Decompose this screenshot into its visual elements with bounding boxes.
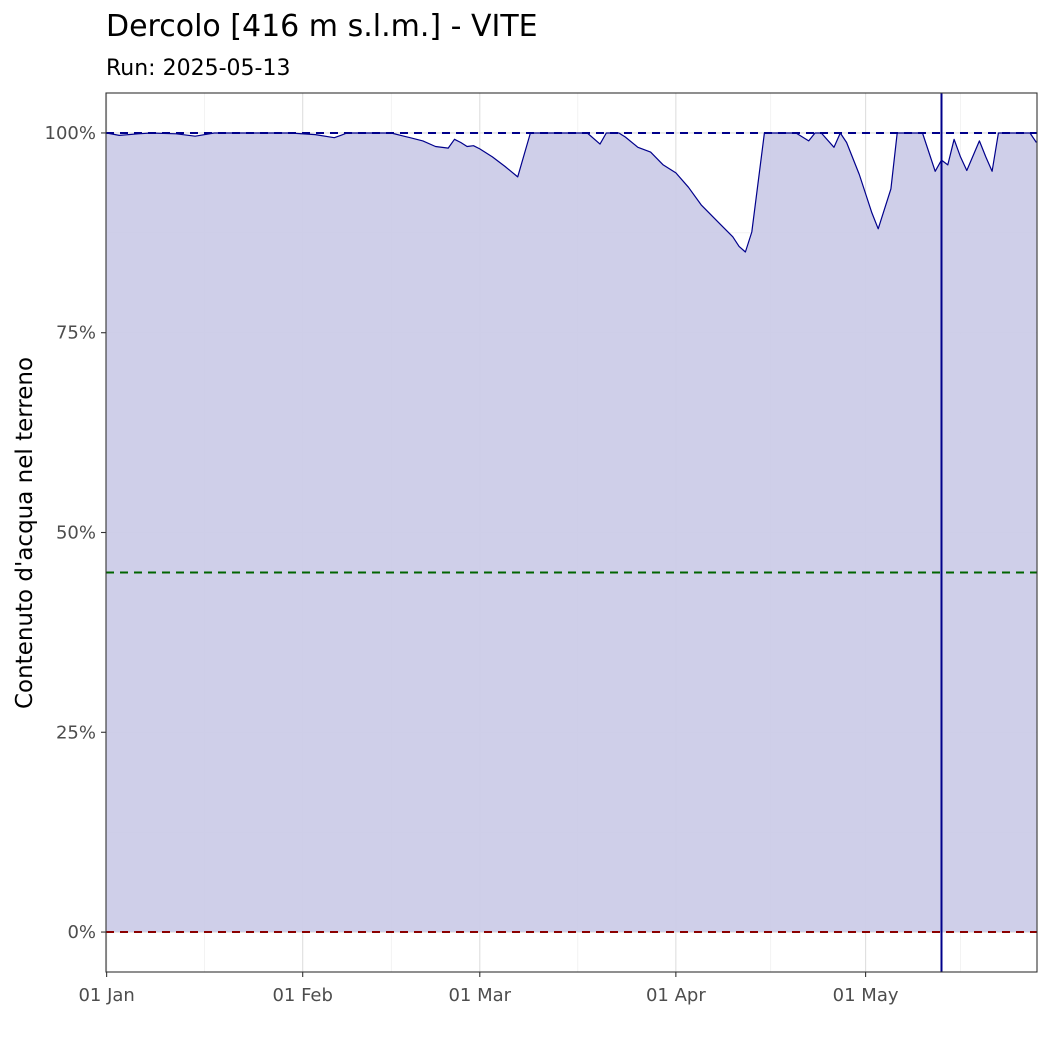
x-tick-label: 01 Feb: [272, 985, 333, 1006]
y-axis: 0% 25% 50% 75% 100%: [45, 123, 106, 943]
plot-area: [105, 92, 1038, 973]
x-axis: 01 Jan 01 Feb 01 Mar 01 Apr 01 May: [78, 972, 899, 1006]
y-tick-label: 25%: [56, 722, 96, 743]
soil-water-area: [106, 133, 1037, 932]
y-tick-label: 0%: [67, 922, 96, 943]
soil-water-line: [106, 132, 1037, 253]
y-tick-label: 50%: [56, 523, 96, 544]
chart-subtitle: Run: 2025-05-13: [106, 56, 290, 81]
y-tick-label: 75%: [56, 323, 96, 344]
x-tick-label: 01 Jan: [78, 985, 134, 1006]
chart-title: Dercolo [416 m s.l.m.] - VITE: [106, 9, 538, 44]
x-tick-label: 01 May: [833, 985, 899, 1006]
y-tick-label: 100%: [45, 123, 96, 144]
x-tick-label: 01 Mar: [448, 985, 511, 1006]
y-axis-label: Contenuto d'acqua nel terreno: [12, 357, 38, 709]
x-tick-label: 01 Apr: [646, 985, 706, 1006]
